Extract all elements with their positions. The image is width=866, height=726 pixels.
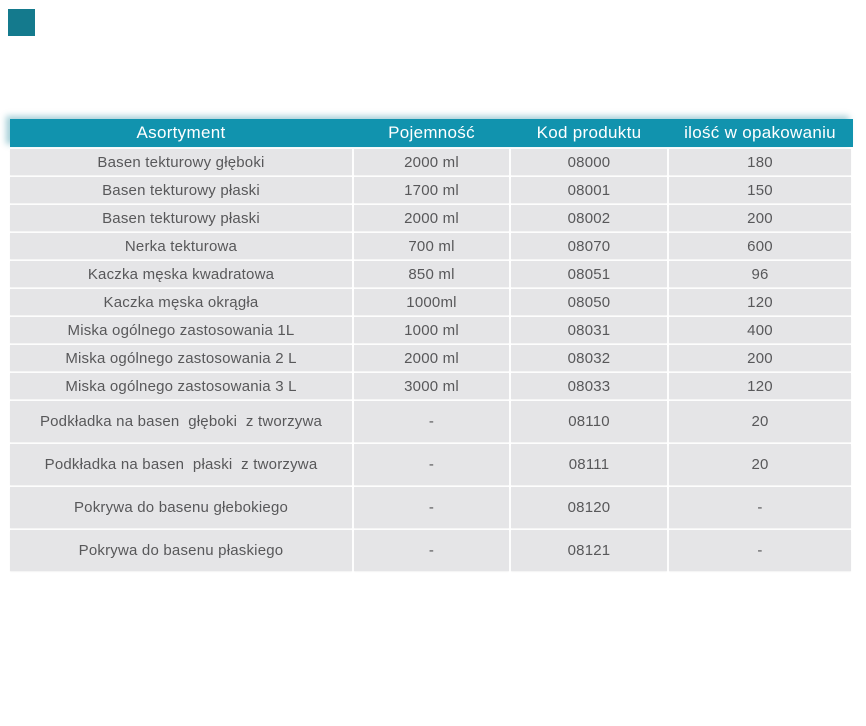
table-cell: Nerka tekturowa <box>10 233 352 259</box>
table-cell: 1000ml <box>354 289 509 315</box>
table-cell: Miska ogólnego zastosowania 1L <box>10 317 352 343</box>
table-cell: 08070 <box>511 233 667 259</box>
table-cell: Pokrywa do basenu głebokiego <box>10 487 352 528</box>
table-cell: 3000 ml <box>354 373 509 399</box>
table-cell: 20 <box>669 444 851 485</box>
table-cell: 120 <box>669 373 851 399</box>
table-cell: 08121 <box>511 530 667 571</box>
table-cell: Basen tekturowy płaski <box>10 205 352 231</box>
column-header-ilosc-w-opakowaniu: ilość w opakowaniu <box>669 119 851 147</box>
table-cell: 700 ml <box>354 233 509 259</box>
table-cell: 08050 <box>511 289 667 315</box>
table-cell: 400 <box>669 317 851 343</box>
table-cell: 1700 ml <box>354 177 509 203</box>
table-cell: 08000 <box>511 149 667 175</box>
table-cell: 08032 <box>511 345 667 371</box>
table-cell: 850 ml <box>354 261 509 287</box>
table-cell: - <box>354 401 509 442</box>
table-cell: 20 <box>669 401 851 442</box>
table-cell: Miska ogólnego zastosowania 2 L <box>10 345 352 371</box>
table-header-row: Asortyment Pojemność Kod produktu ilość … <box>10 119 853 147</box>
table-cell: Podkładka na basen płaski z tworzywa <box>10 444 352 485</box>
table-cell: 08033 <box>511 373 667 399</box>
column-header-pojemnosc: Pojemność <box>354 119 509 147</box>
table-cell: Kaczka męska kwadratowa <box>10 261 352 287</box>
table-cell: - <box>354 487 509 528</box>
table-cell: - <box>669 530 851 571</box>
table-cell: 200 <box>669 345 851 371</box>
table-cell: 08120 <box>511 487 667 528</box>
table-cell: 08051 <box>511 261 667 287</box>
table-cell: Basen tekturowy płaski <box>10 177 352 203</box>
table-row: Podkładka na basen głęboki z tworzywa -08… <box>10 401 853 442</box>
table-cell: 08110 <box>511 401 667 442</box>
product-table: Asortyment Pojemność Kod produktu ilość … <box>10 119 853 571</box>
table-row: Miska ogólnego zastosowania 2 L 2000 ml 08… <box>10 345 853 371</box>
table-row: Basen tekturowy głęboki 2000 ml 08000 180 <box>10 149 853 175</box>
table-cell: - <box>354 444 509 485</box>
table-row: Miska ogólnego zastosowania 1L 1000 ml 080… <box>10 317 853 343</box>
table-cell: 2000 ml <box>354 149 509 175</box>
table-cell: 150 <box>669 177 851 203</box>
table-cell: 200 <box>669 205 851 231</box>
table-row: Basen tekturowy płaski 2000 ml 08002 200 <box>10 205 853 231</box>
table-cell: 180 <box>669 149 851 175</box>
table-row: Kaczka męska kwadratowa 850 ml 08051 96 <box>10 261 853 287</box>
table-cell: 08002 <box>511 205 667 231</box>
table-row: Pokrywa do basenu głebokiego -08120- <box>10 487 853 528</box>
table-row: Basen tekturowy płaski 1700 ml 08001 150 <box>10 177 853 203</box>
table-cell: Kaczka męska okrągła <box>10 289 352 315</box>
table-row: Miska ogólnego zastosowania 3 L 3000 ml 08… <box>10 373 853 399</box>
table-cell: 600 <box>669 233 851 259</box>
table-cell: 08031 <box>511 317 667 343</box>
table-cell: 96 <box>669 261 851 287</box>
table-cell: - <box>669 487 851 528</box>
table-cell: 2000 ml <box>354 205 509 231</box>
table-cell: 08111 <box>511 444 667 485</box>
table-cell: 08001 <box>511 177 667 203</box>
logo-square <box>8 9 35 36</box>
table-cell: Basen tekturowy głęboki <box>10 149 352 175</box>
table-cell: Podkładka na basen głęboki z tworzywa <box>10 401 352 442</box>
column-header-asortyment: Asortyment <box>10 119 352 147</box>
table-cell: 2000 ml <box>354 345 509 371</box>
table-cell: 120 <box>669 289 851 315</box>
column-header-kod-produktu: Kod produktu <box>511 119 667 147</box>
table-row: Pokrywa do basenu płaskiego -08121- <box>10 530 853 571</box>
table-cell: - <box>354 530 509 571</box>
table-row: Nerka tekturowa 700 ml 08070 600 <box>10 233 853 259</box>
table-cell: 1000 ml <box>354 317 509 343</box>
table-cell: Pokrywa do basenu płaskiego <box>10 530 352 571</box>
table-row: Podkładka na basen płaski z tworzywa -081… <box>10 444 853 485</box>
table-row: Kaczka męska okrągła 1000ml 08050 120 <box>10 289 853 315</box>
table-cell: Miska ogólnego zastosowania 3 L <box>10 373 352 399</box>
